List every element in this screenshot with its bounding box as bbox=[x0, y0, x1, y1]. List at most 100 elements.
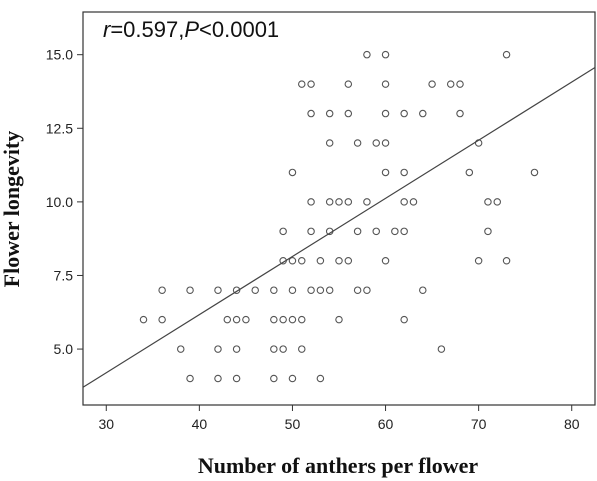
data-point bbox=[325, 286, 334, 294]
p-label: P bbox=[184, 17, 199, 42]
data-point bbox=[400, 227, 408, 236]
data-point bbox=[232, 345, 241, 353]
x-tick-label: 30 bbox=[98, 416, 114, 432]
data-point bbox=[307, 227, 315, 236]
data-point bbox=[279, 345, 287, 353]
data-point bbox=[270, 286, 278, 294]
data-point bbox=[270, 315, 278, 324]
p-value: <0.0001 bbox=[199, 17, 279, 42]
data-point bbox=[279, 315, 287, 324]
data-point bbox=[381, 168, 390, 177]
data-point bbox=[316, 286, 325, 294]
data-point bbox=[381, 139, 390, 147]
data-point bbox=[316, 374, 325, 383]
data-point bbox=[353, 286, 362, 294]
data-point bbox=[298, 257, 306, 265]
data-point bbox=[214, 286, 222, 294]
data-point bbox=[298, 315, 306, 324]
data-point bbox=[502, 257, 511, 265]
y-tick-label: 12.5 bbox=[46, 120, 73, 136]
data-point bbox=[325, 109, 334, 118]
data-point bbox=[232, 286, 241, 294]
data-point bbox=[363, 50, 371, 59]
data-point bbox=[344, 80, 353, 88]
data-point bbox=[288, 168, 297, 177]
data-point bbox=[391, 227, 399, 236]
data-point bbox=[251, 286, 259, 294]
data-point bbox=[307, 109, 315, 118]
data-point bbox=[353, 139, 362, 147]
data-point bbox=[298, 345, 306, 353]
data-point bbox=[484, 227, 492, 236]
r-label: r bbox=[103, 17, 112, 42]
data-point bbox=[437, 345, 446, 353]
data-point bbox=[232, 374, 241, 383]
data-point bbox=[446, 80, 455, 88]
data-point bbox=[363, 198, 371, 206]
data-point bbox=[325, 198, 334, 206]
plot-area bbox=[82, 11, 596, 406]
data-point bbox=[288, 286, 297, 294]
data-point bbox=[474, 257, 483, 265]
correlation-annotation: r=0.597,P<0.0001 bbox=[103, 17, 279, 42]
data-point bbox=[139, 315, 148, 324]
y-tick-label: 10.0 bbox=[46, 194, 73, 210]
data-point bbox=[158, 315, 166, 324]
x-tick-label: 80 bbox=[564, 416, 580, 432]
x-tick-label: 70 bbox=[471, 416, 487, 432]
data-point bbox=[381, 109, 390, 118]
data-point bbox=[381, 80, 390, 88]
r-value: =0.597, bbox=[110, 17, 184, 42]
data-point bbox=[316, 257, 325, 265]
data-point bbox=[288, 257, 297, 265]
data-point bbox=[353, 227, 362, 236]
data-point bbox=[270, 345, 278, 353]
regression-line bbox=[82, 67, 596, 388]
data-point bbox=[400, 168, 408, 177]
data-point bbox=[176, 345, 185, 353]
data-point bbox=[288, 374, 297, 383]
data-point bbox=[214, 374, 222, 383]
data-points bbox=[139, 50, 539, 383]
data-point bbox=[344, 198, 353, 206]
data-point bbox=[400, 109, 408, 118]
data-point bbox=[307, 80, 315, 88]
data-point bbox=[279, 227, 287, 236]
data-point bbox=[530, 168, 539, 177]
data-point bbox=[288, 315, 297, 324]
data-point bbox=[381, 50, 390, 59]
data-point bbox=[232, 315, 241, 324]
data-point bbox=[419, 286, 427, 294]
data-point bbox=[372, 139, 380, 147]
x-axis-title: Number of anthers per flower bbox=[198, 453, 478, 478]
data-point bbox=[214, 345, 222, 353]
data-point bbox=[400, 198, 408, 206]
x-axis-ticks: 30 40 50 60 70 80 bbox=[98, 405, 580, 432]
data-point bbox=[307, 286, 315, 294]
data-point bbox=[428, 80, 436, 88]
data-point bbox=[307, 198, 315, 206]
data-point bbox=[409, 198, 418, 206]
data-point bbox=[363, 286, 371, 294]
data-point bbox=[325, 139, 334, 147]
data-point bbox=[223, 315, 232, 324]
y-tick-label: 7.5 bbox=[54, 267, 74, 283]
y-tick-label: 15.0 bbox=[46, 47, 73, 63]
data-point bbox=[335, 198, 343, 206]
data-point bbox=[335, 315, 343, 324]
data-point bbox=[344, 109, 353, 118]
data-point bbox=[493, 198, 502, 206]
data-point bbox=[400, 315, 408, 324]
data-point bbox=[502, 50, 511, 59]
y-axis-ticks: 5.0 7.5 10.0 12.5 15.0 bbox=[46, 47, 83, 357]
data-point bbox=[270, 374, 278, 383]
data-point bbox=[186, 374, 194, 383]
data-point bbox=[465, 168, 474, 177]
data-point bbox=[381, 257, 390, 265]
y-tick-label: 5.0 bbox=[54, 341, 74, 357]
data-point bbox=[456, 109, 464, 118]
data-point bbox=[158, 286, 166, 294]
data-point bbox=[456, 80, 464, 88]
data-point bbox=[344, 257, 353, 265]
